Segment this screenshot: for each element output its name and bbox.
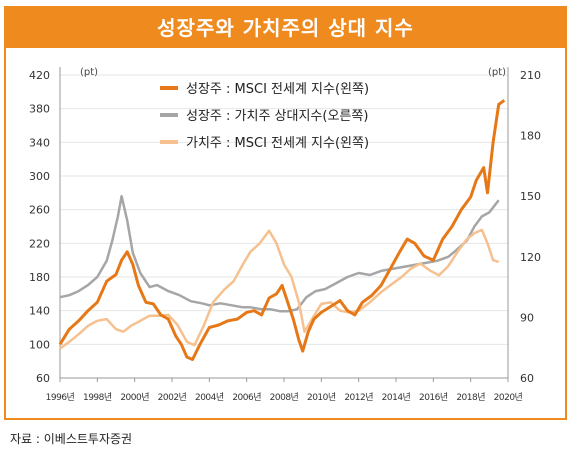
y-left-tick-label: 100 bbox=[29, 338, 50, 351]
x-tick-label: 2014년 bbox=[382, 392, 411, 403]
x-tick-label: 2018년 bbox=[456, 392, 485, 403]
y-left-tick-label: 380 bbox=[29, 103, 50, 116]
x-tick-label: 2004년 bbox=[195, 392, 224, 403]
y-left-tick-label: 60 bbox=[36, 372, 50, 385]
x-tick-label: 2020년 bbox=[494, 392, 523, 403]
y-right-tick-label: 60 bbox=[520, 372, 534, 385]
y-right-tick-label: 120 bbox=[520, 251, 541, 264]
x-tick-label: 2012년 bbox=[344, 392, 373, 403]
y-right-tick-label: 150 bbox=[520, 190, 541, 203]
axes: 420 380 340 300 260 220 180 140 100 60 210 180 150 12… bbox=[29, 67, 541, 403]
y-left-tick-label: 260 bbox=[29, 204, 50, 217]
x-tick-label: 2000년 bbox=[120, 392, 149, 403]
series-layer bbox=[58, 99, 506, 361]
series-line-value bbox=[59, 228, 500, 350]
y-left-tick-label: 340 bbox=[29, 136, 50, 149]
y-left-tick-label: 420 bbox=[29, 69, 50, 82]
x-tick-label: 1996년 bbox=[46, 392, 75, 403]
y-left-tick-label: 220 bbox=[29, 237, 50, 250]
legend: 성장주 : MSCI 전세계 지수(왼쪽) 성장주 : 가치주 상대지수(오른쪽)… bbox=[160, 82, 369, 151]
series-line-relative bbox=[59, 194, 500, 313]
left-unit-label: (pt) bbox=[80, 67, 98, 78]
right-unit-label: (pt) bbox=[488, 67, 506, 78]
y-left-tick-label: 140 bbox=[29, 305, 50, 318]
legend-label: 가치주 : MSCI 전세계 지수(왼쪽) bbox=[186, 136, 369, 151]
chart-title: 성장주와 가치주의 상대 지수 bbox=[6, 8, 565, 48]
y-left-tick-label: 300 bbox=[29, 170, 50, 183]
x-tick-label: 1998년 bbox=[83, 392, 112, 403]
x-tick-label: 2002년 bbox=[158, 392, 187, 403]
y-right-tick-label: 90 bbox=[520, 311, 534, 324]
x-tick-label: 2008년 bbox=[270, 392, 299, 403]
y-right-tick-label: 210 bbox=[520, 69, 541, 82]
x-tick-label: 2010년 bbox=[307, 392, 336, 403]
source-note: 자료 : 이베스트투자증권 bbox=[10, 432, 133, 446]
chart-svg: 420 380 340 300 260 220 180 140 100 60 210 180 150 12… bbox=[29, 67, 541, 403]
y-right-tick-label: 180 bbox=[520, 130, 541, 143]
series-line-growth bbox=[58, 99, 506, 361]
y-left-tick-label: 180 bbox=[29, 271, 50, 284]
x-tick-label: 2016년 bbox=[419, 392, 448, 403]
x-tick-label: 2006년 bbox=[232, 392, 261, 403]
legend-label: 성장주 : MSCI 전세계 지수(왼쪽) bbox=[186, 82, 369, 97]
legend-label: 성장주 : 가치주 상대지수(오른쪽) bbox=[186, 109, 368, 124]
